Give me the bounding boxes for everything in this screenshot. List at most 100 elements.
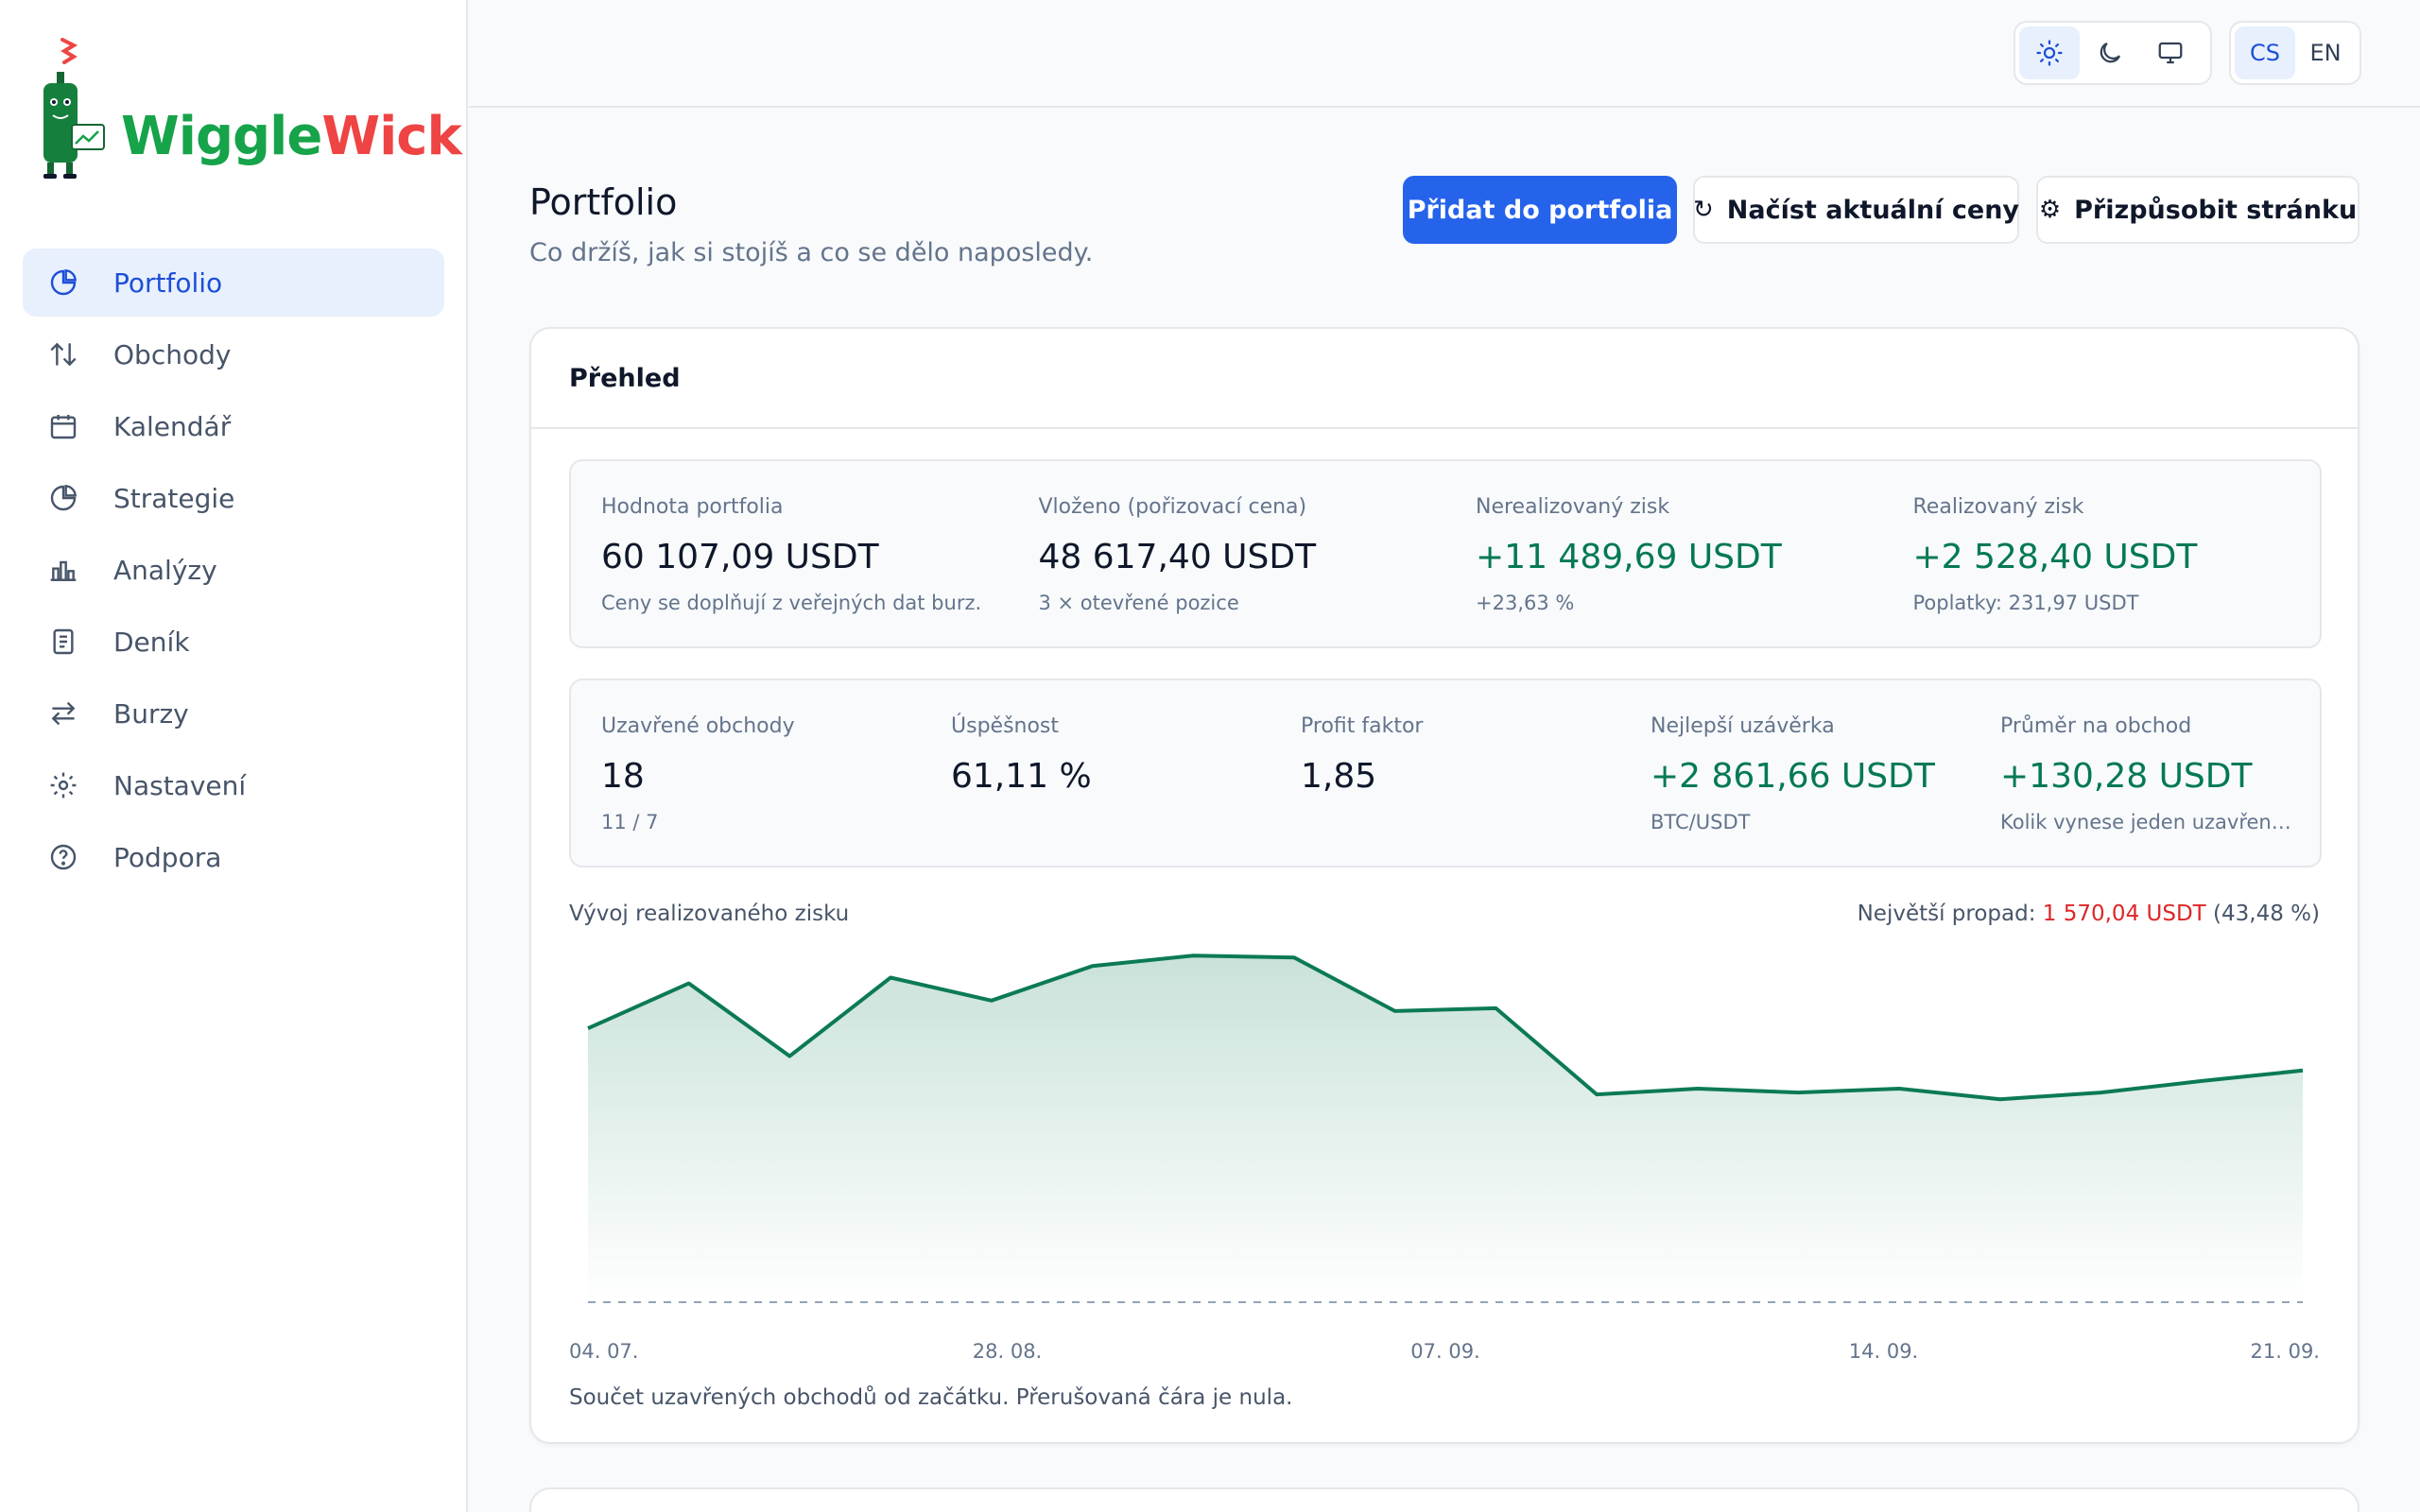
x-tick-label: 14. 09. bbox=[1848, 1340, 1919, 1363]
sidebar-item-denik[interactable]: Deník bbox=[23, 608, 444, 676]
pnl-point[interactable] bbox=[1688, 1079, 1707, 1098]
stat-unrealized-profit: Nerealizovaný zisk +11 489,69 USDT +23,6… bbox=[1445, 461, 1883, 646]
x-tick-label: 04. 07. bbox=[569, 1340, 639, 1363]
pnl-point[interactable] bbox=[2192, 1072, 2211, 1091]
stat-label: Hodnota portfolia bbox=[601, 495, 784, 519]
sidebar-item-label: Podpora bbox=[113, 841, 222, 873]
pnl-point[interactable] bbox=[982, 991, 1001, 1010]
language-switcher: CS EN bbox=[2229, 21, 2361, 85]
refresh-icon: ↻ bbox=[1692, 196, 1714, 224]
sidebar-item-nastaveni[interactable]: Nastavení bbox=[23, 751, 444, 819]
trading-stats: Uzavřené obchody 18 11 / 7 Úspěšnost 61,… bbox=[569, 679, 2322, 868]
sidebar-item-label: Obchody bbox=[113, 338, 232, 370]
lang-en-button[interactable]: EN bbox=[2309, 40, 2342, 66]
pnl-point[interactable] bbox=[881, 968, 900, 987]
sidebar-item-obchody[interactable]: Obchody bbox=[23, 320, 444, 388]
sidebar-nav: Portfolio Obchody Kalendář Strategie Ana… bbox=[23, 249, 444, 895]
stat-value: 60 107,09 USDT bbox=[601, 538, 879, 576]
pnl-point[interactable] bbox=[1184, 946, 1202, 965]
stat-note: Kolik vynese jeden uzavřený obchod v prů… bbox=[2000, 811, 2320, 833]
portfolio-stats: Hodnota portfolia 60 107,09 USDT Ceny se… bbox=[569, 459, 2322, 648]
reload-prices-button[interactable]: ↻ Načíst aktuální ceny bbox=[1693, 176, 2019, 244]
sidebar-item-podpora[interactable]: Podpora bbox=[23, 823, 444, 891]
gear-icon: ⚙ bbox=[2038, 196, 2062, 224]
theme-system-button[interactable] bbox=[2140, 26, 2201, 79]
stat-value: +11 489,69 USDT bbox=[1476, 538, 1782, 576]
pnl-area bbox=[588, 955, 2303, 1302]
pnl-point[interactable] bbox=[1991, 1090, 2010, 1108]
sidebar-item-label: Nastavení bbox=[113, 769, 247, 801]
x-tick-label: 07. 09. bbox=[1410, 1340, 1480, 1363]
moon-icon bbox=[2100, 42, 2121, 63]
topbar: CS EN bbox=[469, 0, 2420, 108]
overview-title: Přehled bbox=[569, 363, 681, 393]
pnl-point[interactable] bbox=[579, 1019, 597, 1038]
sidebar: WiggleWick Portfolio Obchody Kalendář St… bbox=[0, 0, 468, 1512]
theme-light-button[interactable] bbox=[2019, 26, 2080, 79]
sidebar-item-label: Deník bbox=[113, 626, 190, 658]
help-circle-icon bbox=[47, 841, 79, 873]
sidebar-item-label: Kalendář bbox=[113, 410, 232, 442]
stat-note: Ceny se doplňují z veřejných dat burz. bbox=[601, 592, 982, 614]
pnl-point[interactable] bbox=[680, 974, 699, 993]
stat-note: 11 / 7 bbox=[601, 811, 659, 833]
gear-icon bbox=[47, 769, 79, 801]
stat-portfolio-value: Hodnota portfolia 60 107,09 USDT Ceny se… bbox=[571, 461, 1009, 646]
x-tick-label: 21. 09. bbox=[2250, 1340, 2320, 1363]
calendar-icon bbox=[47, 410, 79, 442]
reload-prices-label: Načíst aktuální ceny bbox=[1726, 195, 2020, 225]
overview-card: Přehled Hodnota portfolia 60 107,09 USDT… bbox=[529, 327, 2360, 1444]
sidebar-item-portfolio[interactable]: Portfolio bbox=[23, 249, 444, 317]
stat-note: BTC/USDT bbox=[1651, 811, 1751, 833]
candle-mascot-icon bbox=[43, 38, 105, 179]
pnl-point[interactable] bbox=[1890, 1079, 1909, 1098]
bar-chart-icon bbox=[47, 554, 79, 586]
stat-value: +2 861,66 USDT bbox=[1651, 757, 1935, 796]
max-drawdown-label: Největší propad: bbox=[1857, 902, 2036, 926]
stat-value: +2 528,40 USDT bbox=[1912, 538, 2198, 576]
pnl-point[interactable] bbox=[1386, 1002, 1405, 1021]
add-to-portfolio-button[interactable]: Přidat do portfolia bbox=[1403, 176, 1677, 244]
max-drawdown: Největší propad: 1 570,04 USDT (43,48 %) bbox=[1858, 902, 2320, 926]
lang-cs-button[interactable]: CS bbox=[2235, 26, 2295, 79]
sidebar-item-analyzy[interactable]: Analýzy bbox=[23, 536, 444, 604]
pnl-point[interactable] bbox=[1587, 1085, 1606, 1104]
stat-realized-profit: Realizovaný zisk +2 528,40 USDT Poplatky… bbox=[1883, 461, 2321, 646]
stat-value: 1,85 bbox=[1301, 757, 1377, 796]
pnl-point[interactable] bbox=[1486, 999, 1505, 1018]
stat-value: 18 bbox=[601, 757, 645, 796]
pnl-point[interactable] bbox=[1789, 1083, 1807, 1102]
sidebar-item-burzy[interactable]: Burzy bbox=[23, 679, 444, 747]
pnl-point[interactable] bbox=[1285, 948, 1304, 967]
chart-footnote: Součet uzavřených obchodů od začátku. Př… bbox=[569, 1385, 1293, 1410]
stat-note: Poplatky: 231,97 USDT bbox=[1912, 592, 2139, 614]
pnl-point[interactable] bbox=[2293, 1061, 2312, 1080]
pie-chart-icon bbox=[47, 266, 79, 299]
chart-title: Vývoj realizovaného zisku bbox=[569, 902, 850, 926]
sun-icon bbox=[2036, 40, 2063, 66]
monitor-icon bbox=[2158, 42, 2183, 64]
theme-dark-button[interactable] bbox=[2080, 26, 2140, 79]
sidebar-item-strategie[interactable]: Strategie bbox=[23, 464, 444, 532]
sidebar-item-label: Strategie bbox=[113, 482, 235, 514]
pnl-series-line bbox=[587, 954, 2304, 1102]
overview-card-header: Přehled bbox=[531, 329, 2358, 429]
logo[interactable]: WiggleWick bbox=[34, 34, 462, 185]
stat-invested: Vloženo (pořizovací cena) 48 617,40 USDT… bbox=[1009, 461, 1446, 646]
pnl-point[interactable] bbox=[2092, 1083, 2111, 1102]
page-subtitle: Co držíš, jak si stojíš a co se dělo nap… bbox=[529, 238, 1094, 267]
stat-value: 61,11 % bbox=[951, 757, 1092, 796]
x-tick-label: 28. 08. bbox=[972, 1340, 1043, 1363]
add-to-portfolio-label: Přidat do portfolia bbox=[1407, 195, 1673, 225]
customize-page-button[interactable]: ⚙ Přizpůsobit stránku bbox=[2036, 176, 2360, 244]
stat-label: Vloženo (pořizovací cena) bbox=[1038, 495, 1307, 519]
stat-note: 3 × otevřené pozice bbox=[1038, 592, 1239, 614]
pnl-point[interactable] bbox=[780, 1047, 799, 1066]
stat-closed-trades: Uzavřené obchody 18 11 / 7 bbox=[571, 680, 921, 866]
stat-value: 48 617,40 USDT bbox=[1038, 538, 1317, 576]
pnl-point[interactable] bbox=[1083, 956, 1102, 975]
sidebar-item-kalendar[interactable]: Kalendář bbox=[23, 392, 444, 460]
stat-label: Profit faktor bbox=[1301, 714, 1424, 738]
stat-label: Průměr na obchod bbox=[2000, 714, 2192, 738]
stat-label: Nejlepší uzávěrka bbox=[1651, 714, 1835, 738]
